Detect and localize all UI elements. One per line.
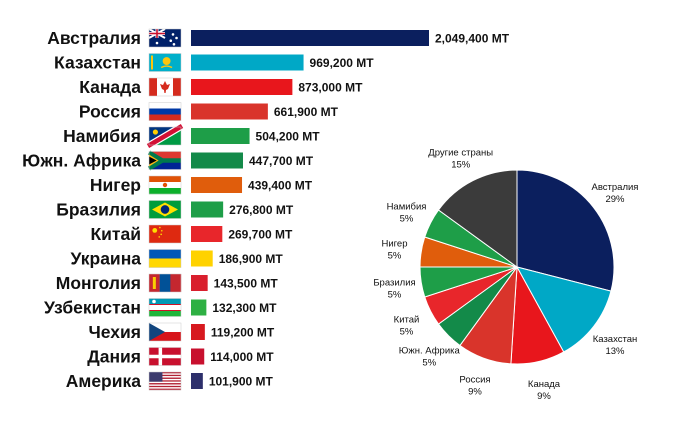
bar (191, 30, 429, 46)
bar-chart: Австралия 2,049,400 MT Казахстан 969,200 MT… (22, 28, 510, 391)
flag-kazakhstan-icon (148, 53, 182, 72)
pie-label: Нигер (382, 239, 408, 250)
flag-czechia-icon (148, 322, 182, 342)
country-label: Австралия (47, 28, 141, 48)
country-label: Намибия (63, 126, 141, 146)
country-label: Россия (79, 102, 141, 122)
country-label: Украина (71, 249, 142, 269)
pie-percent-label: 9% (537, 391, 551, 402)
pie-slice (437, 169, 518, 268)
bar (191, 177, 243, 193)
flag-uzbekistan-icon (148, 298, 182, 317)
flag-denmark-icon (148, 347, 182, 366)
bar (191, 79, 293, 95)
pie-slice (516, 266, 612, 353)
bar (191, 201, 224, 218)
country-label: Нигер (90, 175, 141, 195)
bar (191, 324, 205, 340)
value-label: 143,500 MT (214, 277, 279, 291)
pie-percent-label: 5% (400, 326, 414, 337)
pie-percent-label: 13% (605, 346, 625, 357)
value-label: 504,200 MT (256, 130, 321, 144)
value-label: 276,800 MT (229, 203, 294, 217)
pie-label: Казахстан (593, 334, 638, 345)
pie-label: Бразилия (373, 277, 415, 288)
pie-label: Намибия (387, 202, 427, 213)
pie-percent-label: 5% (400, 214, 414, 225)
bar (191, 54, 304, 71)
flag-china-icon (148, 224, 182, 244)
bar (191, 128, 250, 144)
value-label: 119,200 MT (211, 326, 275, 340)
value-label: 969,200 MT (310, 56, 375, 70)
flag-niger-icon (148, 175, 182, 195)
value-label: 439,400 MT (248, 179, 313, 193)
value-label: 447,700 MT (249, 154, 314, 168)
value-label: 132,300 MT (212, 301, 277, 315)
flag-mongolia-icon (148, 273, 182, 293)
country-label: Монголия (56, 273, 141, 293)
pie-label: Россия (459, 375, 490, 386)
value-label: 661,900 MT (274, 105, 339, 119)
value-label: 114,000 MT (210, 350, 274, 364)
flag-australia-icon (148, 28, 182, 48)
country-label: Южн. Африка (22, 151, 141, 171)
bar (191, 152, 243, 169)
flag-canada-icon (148, 77, 182, 97)
bar (191, 275, 208, 291)
country-label: Китай (90, 224, 141, 244)
pie-label: Канада (528, 379, 561, 390)
pie-label: Китай (394, 314, 420, 325)
value-label: 2,049,400 MT (435, 32, 510, 46)
country-label: Чехия (89, 322, 142, 342)
pie-label: Другие страны (428, 148, 493, 159)
value-label: 101,900 MT (209, 375, 274, 389)
flag-south-africa-icon (147, 150, 182, 171)
bar (191, 299, 207, 316)
pie-percent-label: 5% (388, 289, 402, 300)
flag-usa-icon (148, 371, 182, 391)
pie-percent-label: 15% (451, 160, 471, 171)
bar (191, 373, 203, 389)
bar (191, 226, 223, 242)
value-label: 873,000 MT (298, 81, 363, 95)
pie-label: Южн. Африка (399, 346, 461, 357)
bar (191, 348, 205, 365)
flag-namibia-icon (146, 122, 184, 150)
pie-percent-label: 29% (605, 194, 625, 205)
flag-russia-icon (148, 102, 182, 121)
country-label: Дания (87, 347, 141, 367)
country-label: Америка (66, 371, 142, 391)
bar (191, 250, 213, 267)
pie-percent-label: 9% (468, 387, 482, 398)
pie-label: Австралия (592, 182, 639, 193)
flag-brazil-icon (148, 200, 182, 219)
pie-slice (516, 169, 615, 292)
country-label: Канада (79, 77, 141, 97)
country-label: Бразилия (56, 200, 141, 220)
country-label: Казахстан (54, 53, 141, 73)
value-label: 269,700 MT (228, 228, 293, 242)
pie-chart: Австралия29%Казахстан13%Канада9%Россия9%… (373, 148, 638, 403)
bar (191, 103, 268, 120)
country-label: Узбекистан (44, 298, 141, 318)
value-label: 186,900 MT (219, 252, 284, 266)
pie-percent-label: 5% (388, 251, 402, 262)
flag-ukraine-icon (148, 249, 182, 268)
pie-percent-label: 5% (422, 358, 436, 369)
